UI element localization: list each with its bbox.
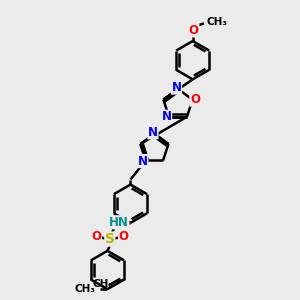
- Text: S: S: [105, 232, 115, 246]
- Text: HN: HN: [109, 216, 129, 229]
- Text: CH₃: CH₃: [206, 17, 227, 27]
- Text: O: O: [189, 24, 199, 37]
- Text: N: N: [138, 154, 148, 167]
- Text: N: N: [172, 81, 182, 94]
- Text: O: O: [119, 230, 129, 243]
- Text: CH₃: CH₃: [75, 284, 96, 294]
- Text: N: N: [148, 126, 158, 139]
- Text: CH₃: CH₃: [93, 279, 114, 289]
- Text: O: O: [91, 230, 101, 243]
- Text: N: N: [162, 110, 172, 123]
- Text: O: O: [190, 93, 200, 106]
